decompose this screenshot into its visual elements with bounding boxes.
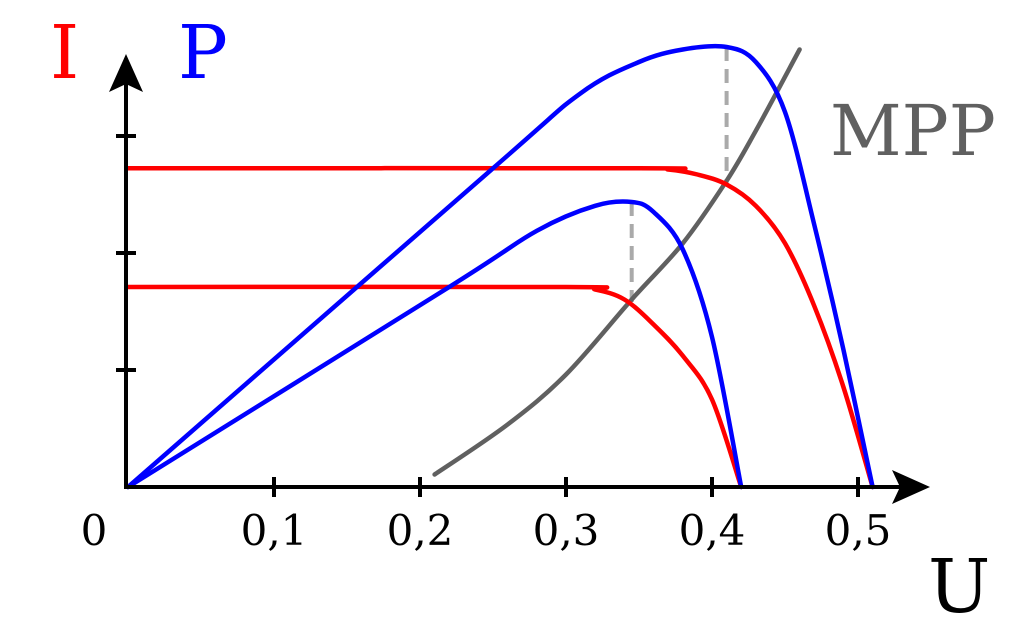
x-tick-label: 0,2 [387,506,454,555]
mpp-label: MPP [830,90,996,172]
power-curve [125,43,875,490]
power-curve [125,199,744,490]
x-tick-label: 0,4 [679,506,746,555]
x-tick-label: 0 [81,506,108,555]
y-label-power: P [178,10,228,96]
x-tick-label: 0,5 [825,506,892,555]
y-label-current: I [50,10,79,96]
current-curve [125,284,744,490]
x-tick-label: 0,3 [533,506,600,555]
current-curve [125,165,875,490]
x-axis-label: U [928,544,990,630]
tick-layer: 0 0,1 0,2 0,3 0,4 0,5 [81,134,892,555]
x-axis-arrow [892,470,930,504]
guide-layer [629,47,729,302]
mpp-curve [432,47,802,477]
x-tick-label: 0,1 [241,506,308,555]
axis-layer [109,54,930,504]
series-layer [125,43,875,490]
y-axis-arrow [109,54,143,92]
